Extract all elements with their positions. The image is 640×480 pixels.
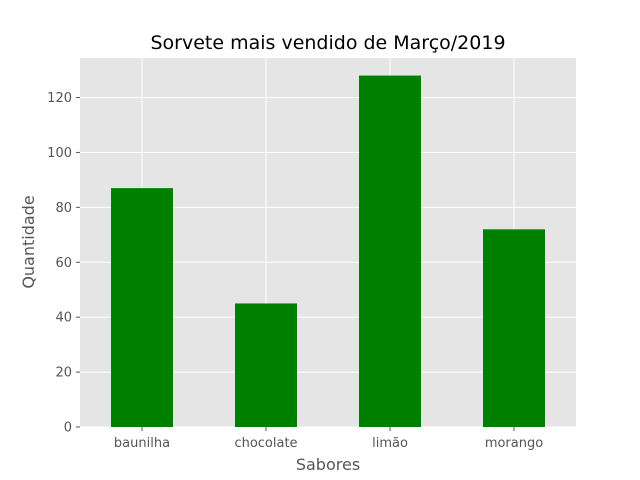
bars (111, 75, 545, 428)
y-axis-label: Quantidade (19, 195, 38, 288)
x-tick-label: morango (485, 436, 543, 451)
x-tick-label: limão (372, 436, 408, 451)
bar-baunilha (111, 188, 173, 427)
x-tick-label: baunilha (114, 436, 170, 451)
y-tick-label: 20 (55, 366, 72, 381)
bar-limão (359, 75, 421, 428)
x-axis-label: Sabores (296, 455, 360, 474)
y-tick-label: 120 (47, 91, 72, 106)
chart-title: Sorvete mais vendido de Março/2019 (150, 32, 505, 54)
y-tick-label: 60 (55, 256, 72, 271)
y-tick-label: 100 (47, 146, 72, 161)
y-tick-label: 0 (64, 421, 72, 436)
ticks: 0 20 40 60 80 100 120 baunilha chocolate limão mor… (47, 91, 543, 451)
y-tick-label: 80 (55, 201, 72, 216)
bar-chocolate (235, 303, 297, 427)
y-tick-label: 40 (55, 311, 72, 326)
bar-morango (483, 229, 545, 427)
x-tick-label: chocolate (234, 436, 297, 451)
